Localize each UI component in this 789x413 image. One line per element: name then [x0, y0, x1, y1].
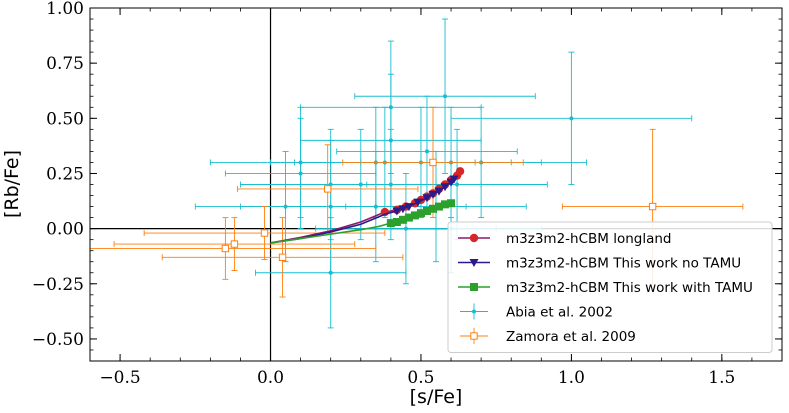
x-tick-label: 1.5 [708, 368, 735, 388]
data-point [455, 182, 460, 187]
y-tick-label: −0.25 [32, 275, 84, 295]
legend-marker [470, 332, 478, 340]
x-axis-title: [s/Fe] [410, 386, 463, 408]
series-m3z3m2-hcbm-this-work-with-tamu [270, 199, 456, 244]
legend-label: m3z3m2-hCBM longland [506, 231, 672, 247]
x-tick-label: 0.5 [407, 368, 434, 388]
legend-box [447, 221, 773, 353]
y-tick-label: −0.50 [32, 330, 84, 350]
data-point [429, 158, 437, 167]
data-point [398, 205, 408, 214]
data-point [404, 203, 414, 212]
data-point [428, 204, 437, 213]
data-point [386, 219, 395, 228]
legend-entry: m3z3m2-hCBM This work with TAMU [458, 280, 753, 296]
data-point [278, 253, 287, 262]
legend-label: m3z3m2-hCBM This work no TAMU [506, 256, 741, 272]
data-point [443, 94, 448, 99]
data-point [424, 149, 429, 154]
data-point [323, 185, 332, 193]
data-point [328, 270, 333, 275]
data-point [648, 202, 657, 211]
data-point [416, 209, 425, 218]
y-tick-label: 0.75 [46, 54, 84, 74]
legend-entry: m3z3m2-hCBM This work no TAMU [458, 256, 741, 272]
y-tick-label: 0.25 [46, 164, 84, 184]
y-axis-title: [Rb/Fe] [1, 150, 23, 218]
series-m3z3m2-hcbm-this-work-no-tamu [270, 175, 459, 244]
legend-entry: Abia et al. 2002 [460, 303, 613, 321]
data-point [435, 202, 444, 211]
data-point [260, 229, 269, 237]
legend-label: Zamora et al. 2009 [506, 329, 636, 345]
y-tick-label: 0.50 [46, 109, 84, 129]
legend-marker [469, 259, 479, 267]
y-tick-label: 0.00 [46, 220, 84, 240]
data-point [413, 198, 423, 207]
data-point [404, 213, 413, 222]
data-point [221, 244, 230, 253]
data-point [569, 116, 574, 121]
data-point [392, 207, 402, 216]
legend-marker [472, 309, 476, 314]
x-tick-label: 1.0 [558, 368, 585, 388]
data-point [428, 190, 438, 199]
data-point [422, 206, 431, 215]
data-point [398, 215, 407, 224]
data-point [440, 183, 450, 192]
data-point [410, 211, 419, 220]
data-point [422, 194, 432, 203]
legend: m3z3m2-hCBM longland m3z3m2-hCBM This wor… [447, 221, 773, 353]
data-point [392, 218, 401, 227]
x-tick-label: 0.0 [257, 368, 284, 388]
legend-marker [470, 283, 478, 291]
data-point [230, 240, 239, 248]
data-point [455, 167, 465, 176]
data-point [447, 199, 456, 208]
legend-label: m3z3m2-hCBM This work with TAMU [506, 280, 753, 296]
data-point [449, 175, 459, 184]
axis-ticks: −0.5 0.0 0.5 1.0 1.5 −0.50 −0.25 0.00 0.25 0.50 0.… [32, 0, 783, 388]
legend-label: Abia et al. 2002 [506, 305, 613, 321]
legend-entry: m3z3m2-hCBM longland [458, 231, 672, 247]
legend-marker [469, 233, 479, 243]
legend-entry: Zamora et al. 2009 [460, 328, 636, 345]
y-tick-label: 1.00 [46, 0, 84, 19]
data-point [434, 187, 444, 196]
data-point [298, 171, 303, 176]
data-point [441, 200, 450, 209]
x-tick-label: −0.5 [99, 368, 140, 388]
